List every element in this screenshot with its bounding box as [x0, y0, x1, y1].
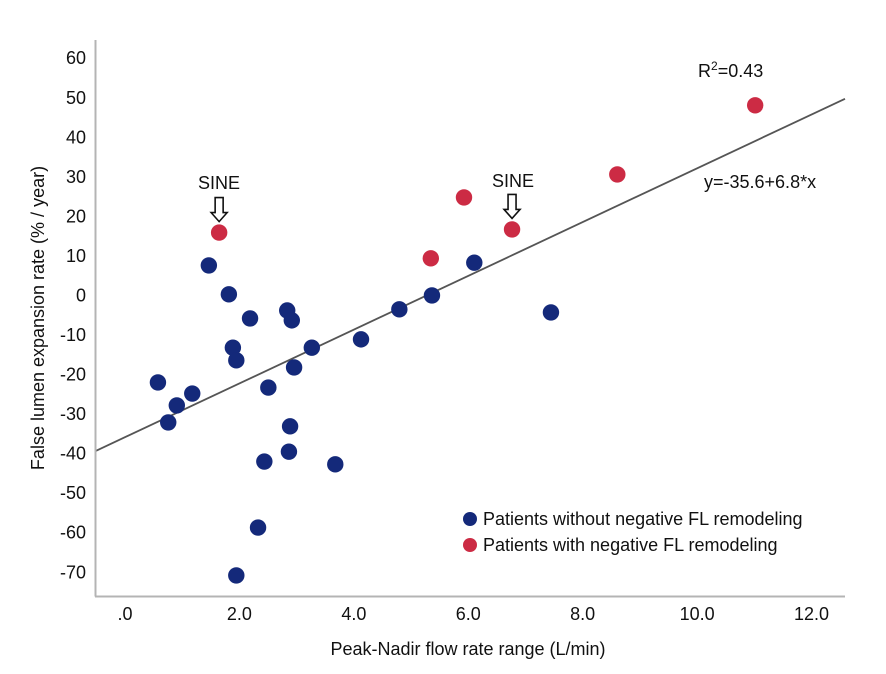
y-tick-label: 40	[66, 127, 86, 147]
point-without-remodeling	[260, 379, 277, 396]
legend-label-without: Patients without negative FL remodeling	[483, 509, 803, 529]
y-tick-label: -10	[60, 325, 86, 345]
legend-label-with: Patients with negative FL remodeling	[483, 535, 778, 555]
annotations: R2=0.43 y=-35.6+6.8*x SINE SINE	[198, 59, 816, 223]
y-tick-labels: 60 50 40 30 20 10 0 -10 -20 -30 -40 -50 -60 -70	[60, 48, 86, 582]
legend: Patients without negative FL remodeling …	[463, 509, 803, 555]
point-with-remodeling	[746, 97, 764, 114]
y-tick-label: -40	[60, 444, 86, 464]
x-tick-label: 10.0	[680, 604, 715, 624]
legend-marker-without	[463, 512, 477, 526]
x-tick-label: 6.0	[456, 604, 481, 624]
r-squared-label: R2=0.43	[698, 59, 763, 81]
regression-line	[94, 97, 846, 453]
point-without-remodeling	[303, 339, 321, 356]
y-tick-label: 10	[66, 246, 86, 266]
y-axis-title: False lumen expansion rate (% / year)	[28, 166, 48, 470]
regression-equation: y=-35.6+6.8*x	[704, 172, 816, 192]
point-without-remodeling	[249, 519, 267, 536]
sine-label-2: SINE	[492, 171, 534, 191]
point-without-remodeling	[228, 352, 245, 369]
point-with-remodeling	[210, 224, 228, 241]
point-with-remodeling	[455, 189, 473, 206]
x-tick-label: 4.0	[341, 604, 366, 624]
point-without-remodeling	[149, 374, 167, 391]
point-with-remodeling	[422, 250, 440, 267]
point-without-remodeling	[228, 567, 245, 584]
y-tick-label: -20	[60, 365, 86, 385]
axes	[94, 40, 845, 598]
point-without-remodeling	[280, 443, 298, 460]
points-layer	[149, 97, 764, 584]
y-tick-label: -30	[60, 404, 86, 424]
point-without-remodeling	[281, 418, 299, 435]
fit-line-layer	[94, 97, 846, 453]
sine-label-1: SINE	[198, 173, 240, 193]
y-tick-label: 0	[76, 285, 86, 305]
point-without-remodeling	[327, 456, 344, 473]
point-without-remodeling	[241, 310, 259, 327]
point-without-remodeling	[184, 385, 201, 402]
x-tick-label: 12.0	[794, 604, 829, 624]
point-without-remodeling	[256, 453, 273, 470]
point-without-remodeling	[352, 331, 370, 348]
legend-item-without: Patients without negative FL remodeling	[463, 509, 803, 529]
point-without-remodeling	[160, 414, 177, 431]
x-tick-label: 2.0	[227, 604, 252, 624]
legend-item-with: Patients with negative FL remodeling	[463, 535, 778, 555]
point-without-remodeling	[542, 304, 560, 321]
x-tick-labels: .0 2.0 4.0 6.0 8.0 10.0 12.0	[118, 604, 830, 624]
x-tick-label: .0	[118, 604, 133, 624]
sine-arrow-icon	[209, 196, 229, 223]
point-without-remodeling	[220, 286, 238, 303]
y-tick-label: 20	[66, 206, 86, 226]
point-without-remodeling	[283, 312, 300, 329]
point-with-remodeling	[609, 166, 626, 183]
y-tick-label: -60	[60, 523, 86, 543]
x-tick-label: 8.0	[570, 604, 595, 624]
point-without-remodeling	[466, 254, 483, 271]
y-tick-label: 30	[66, 167, 86, 187]
point-without-remodeling	[168, 397, 186, 414]
point-without-remodeling	[285, 359, 303, 376]
point-without-remodeling	[224, 339, 242, 356]
point-without-remodeling	[391, 301, 408, 318]
y-tick-label: 60	[66, 48, 86, 68]
point-without-remodeling	[423, 287, 441, 304]
legend-marker-with	[463, 538, 477, 552]
point-with-remodeling	[503, 221, 521, 238]
sine-arrow-icon	[502, 193, 522, 220]
x-axis-title: Peak-Nadir flow rate range (L/min)	[330, 639, 605, 659]
y-tick-label: -50	[60, 483, 86, 503]
y-tick-label: 50	[66, 88, 86, 108]
point-without-remodeling	[200, 257, 218, 274]
y-tick-label: -70	[60, 562, 86, 582]
